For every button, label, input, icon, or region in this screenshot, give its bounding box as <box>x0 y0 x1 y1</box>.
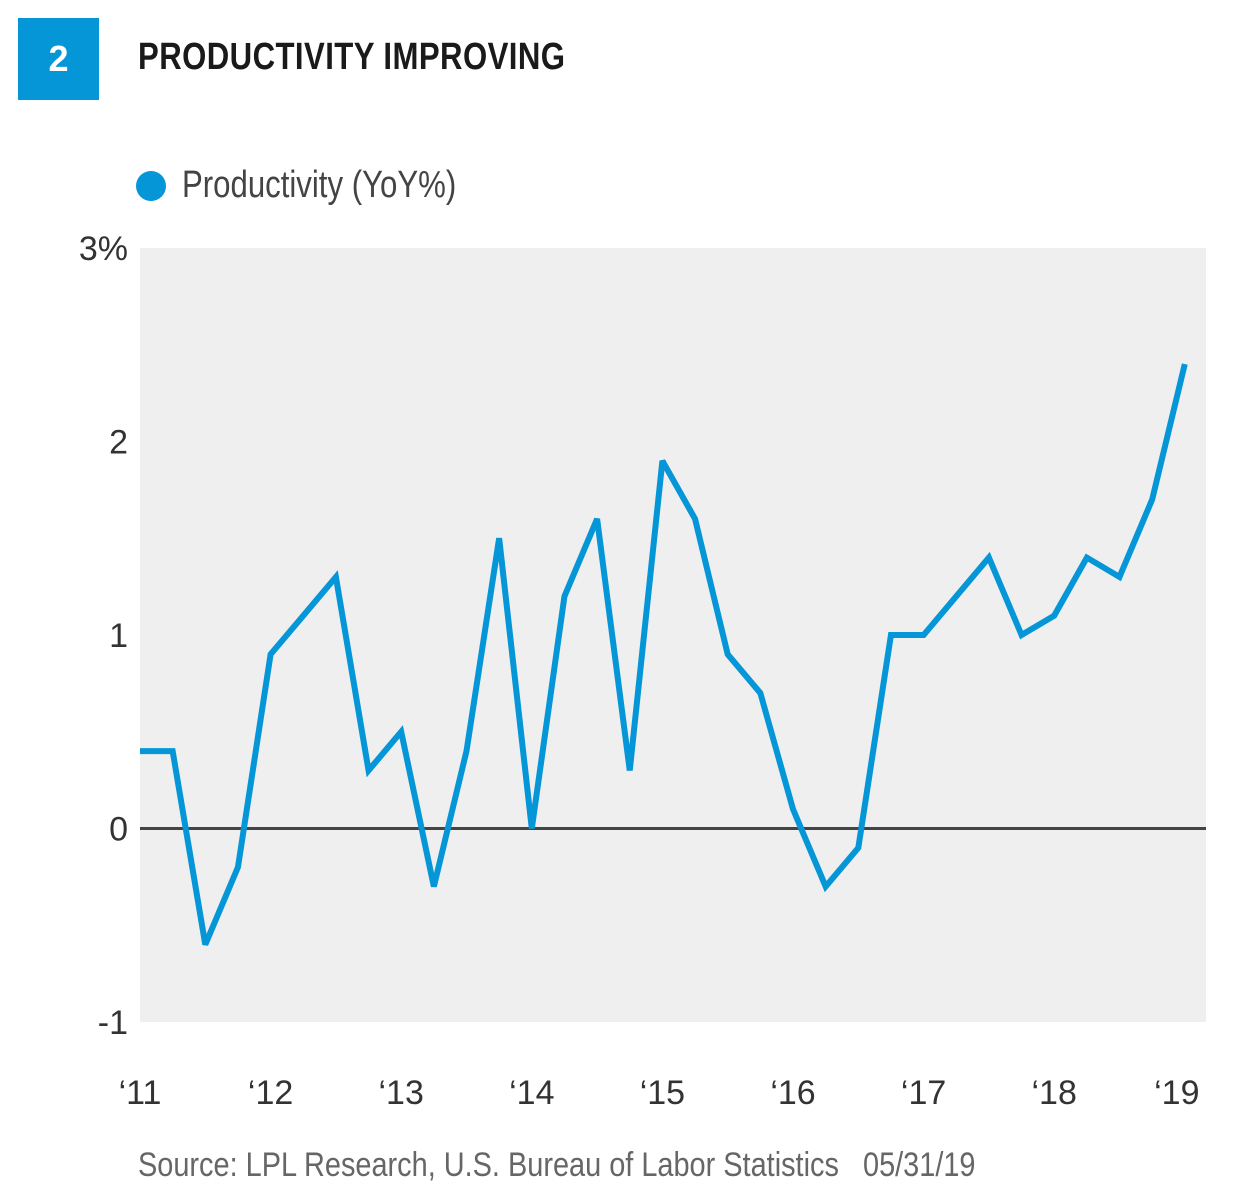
legend-label: Productivity (YoY%) <box>182 164 457 206</box>
x-tick-label: ‘14 <box>509 1074 554 1112</box>
x-tick-label: ‘17 <box>901 1074 946 1112</box>
source-note: Source: LPL Research, U.S. Bureau of Lab… <box>138 1146 976 1185</box>
y-tick-label: 3% <box>79 230 128 268</box>
date-text: 05/31/19 <box>863 1146 976 1184</box>
x-tick-label: ‘15 <box>640 1074 685 1112</box>
chart-number-badge: 2 <box>18 18 99 100</box>
legend: Productivity (YoY%) <box>136 164 516 207</box>
y-tick-label: 2 <box>109 424 128 462</box>
x-tick-label: ‘12 <box>248 1074 293 1112</box>
chart-title: PRODUCTIVITY IMPROVING <box>138 36 566 78</box>
x-tick-label: ‘11 <box>119 1074 162 1112</box>
x-tick-label: ‘18 <box>1032 1074 1077 1112</box>
y-tick-label: 0 <box>109 811 128 849</box>
plot-area <box>140 248 1206 1022</box>
x-tick-label: ‘16 <box>770 1074 815 1112</box>
source-text: Source: LPL Research, U.S. Bureau of Lab… <box>138 1146 839 1184</box>
y-tick-label: -1 <box>98 1004 128 1042</box>
x-tick-label: ‘19 <box>1154 1074 1199 1112</box>
y-tick-label: 1 <box>109 617 128 655</box>
x-tick-label: ‘13 <box>379 1074 424 1112</box>
legend-marker-icon <box>136 170 166 201</box>
